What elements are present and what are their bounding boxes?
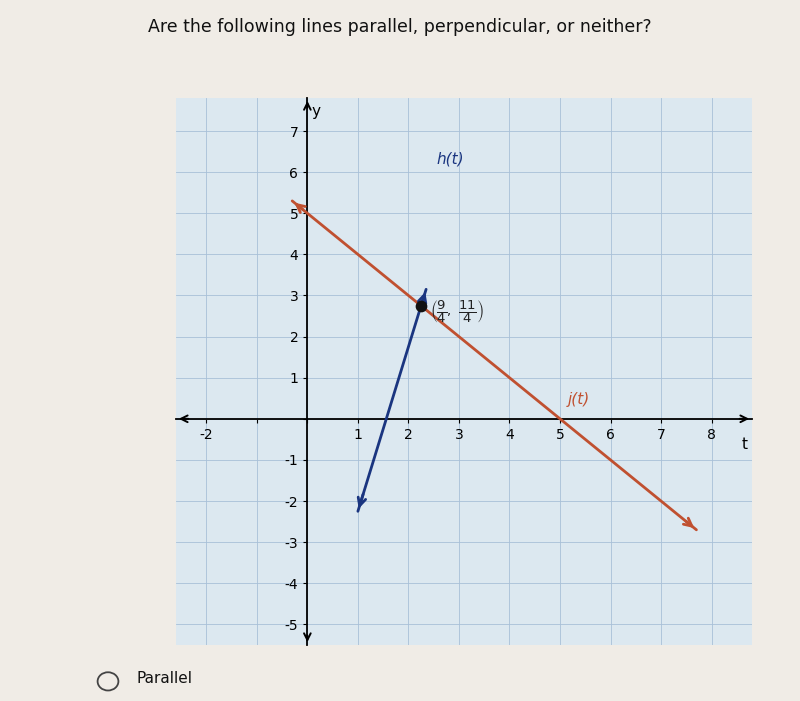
Text: Parallel: Parallel (136, 671, 192, 686)
Text: Are the following lines parallel, perpendicular, or neither?: Are the following lines parallel, perpen… (148, 18, 652, 36)
Text: t: t (742, 437, 747, 452)
Text: y: y (312, 104, 321, 119)
Point (414, 300, 427, 311)
Text: h(t): h(t) (436, 152, 464, 167)
Text: j(t): j(t) (567, 393, 590, 407)
Text: $\left(\dfrac{9}{4},\ \dfrac{11}{4}\right)$: $\left(\dfrac{9}{4},\ \dfrac{11}{4}\righ… (430, 298, 484, 325)
